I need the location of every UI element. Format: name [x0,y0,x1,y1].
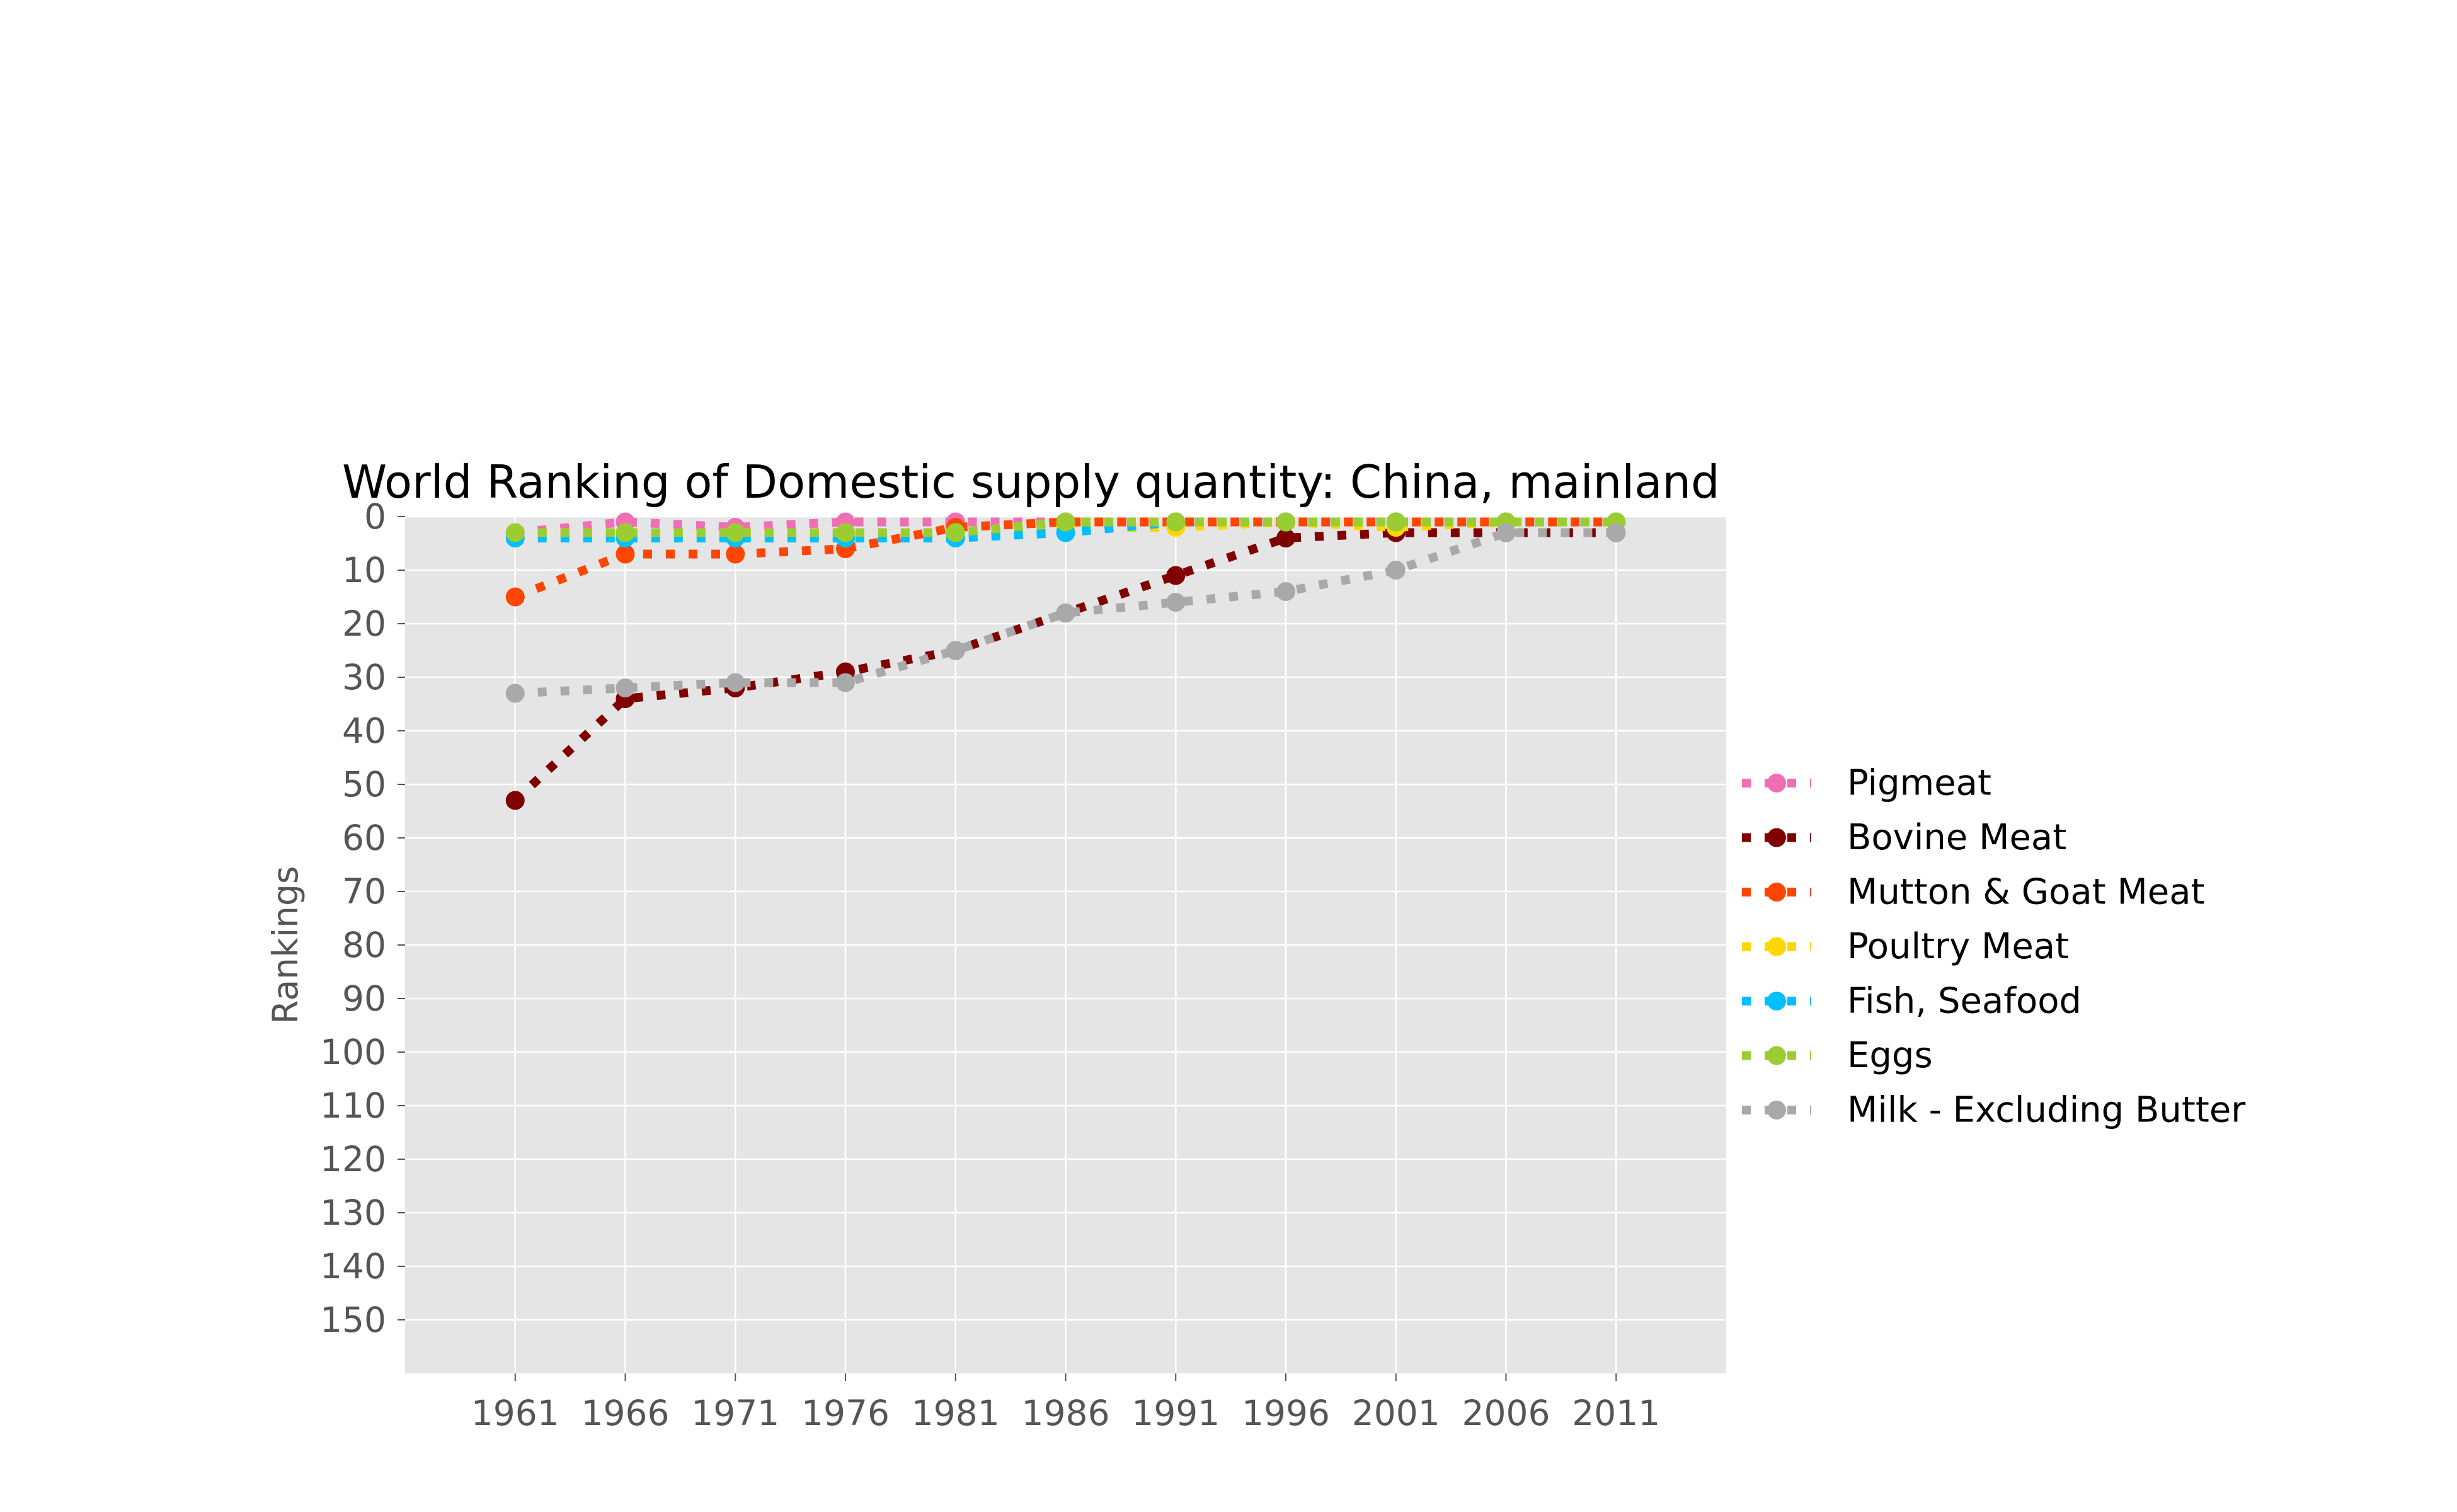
legend-marker [1767,828,1786,847]
y-tick-label: 120 [320,1139,386,1179]
legend-label: Fish, Seafood [1847,981,2082,1022]
legend-label: Pigmeat [1847,763,1991,804]
data-point [1386,561,1406,580]
data-point [505,791,525,810]
data-point [616,523,635,542]
x-tick-label: 1991 [1131,1393,1220,1433]
data-point [726,673,745,692]
y-tick-label: 70 [342,871,386,912]
data-point [1276,529,1295,547]
series-line [515,528,1617,698]
legend-marker [1767,992,1786,1011]
legend-item: Eggs [1742,1035,1933,1076]
data-point [1056,512,1075,532]
data-point [616,544,635,564]
y-axis-ticks: 0 10 20 30 40 50 60 70 80 90 100 110 120 130 140 150 [320,496,405,1340]
legend-item: Bovine Meat [1742,817,2066,858]
y-tick-label: 140 [320,1246,386,1286]
x-tick-label: 2011 [1572,1393,1660,1433]
x-tick-label: 1971 [691,1393,779,1433]
data-point [946,641,965,660]
series-milk-excluding-butter [505,523,1626,703]
legend-label: Milk - Excluding Butter [1847,1090,2246,1131]
legend-marker [1767,937,1786,956]
legend-item: Poultry Meat [1742,926,2069,967]
data-point [505,523,525,542]
data-point [505,587,525,607]
legend-item: Fish, Seafood [1742,981,2082,1022]
series-line [512,528,1617,804]
legend-item: Milk - Excluding Butter [1742,1090,2246,1131]
y-axis-label: Rankings [265,866,306,1024]
y-tick-label: 80 [342,925,386,965]
series-group [505,512,1626,810]
data-point [836,523,855,542]
y-tick-label: 150 [320,1300,386,1340]
grid [405,515,1726,1373]
y-tick-label: 90 [342,978,386,1019]
data-point [616,679,635,697]
legend-label: Mutton & Goat Meat [1847,872,2205,913]
x-tick-label: 1981 [912,1393,1000,1433]
y-tick-label: 110 [320,1085,386,1126]
legend-label: Eggs [1847,1035,1933,1076]
legend-item: Pigmeat [1742,763,1991,804]
legend-label: Poultry Meat [1847,926,2069,967]
legend: Pigmeat Bovine Meat Mutton & Goat Meat Poul… [1742,763,2246,1131]
data-point [1496,523,1516,542]
x-axis-ticks: 1961 1966 1971 1976 1981 1986 1991 1996 2001 2006… [471,1373,1660,1433]
data-point [1056,604,1075,622]
data-point [726,544,745,564]
y-tick-label: 100 [320,1032,386,1072]
data-point [726,523,745,542]
chart-title: World Ranking of Domestic supply quantit… [342,455,1720,508]
data-point [1276,512,1295,532]
data-point [1166,512,1186,532]
data-point [1386,512,1406,532]
y-tick-label: 130 [320,1193,386,1233]
legend-item: Mutton & Goat Meat [1742,872,2205,913]
x-tick-label: 1986 [1022,1393,1110,1433]
data-point [836,673,855,692]
legend-marker [1767,1101,1786,1120]
data-point [1166,593,1186,612]
data-point [1276,582,1295,601]
legend-marker [1767,883,1786,902]
legend-marker [1767,1046,1786,1065]
y-tick-label: 0 [364,496,386,537]
data-point [1166,566,1186,585]
y-tick-label: 10 [342,550,386,590]
x-tick-label: 1966 [581,1393,670,1433]
y-tick-label: 40 [342,711,386,751]
legend-marker [1767,774,1786,793]
x-tick-label: 2001 [1352,1393,1440,1433]
x-tick-label: 2006 [1462,1393,1550,1433]
x-tick-label: 1996 [1242,1393,1330,1433]
data-point [505,684,525,703]
x-tick-label: 1961 [471,1393,559,1433]
y-tick-label: 60 [342,818,386,858]
y-tick-label: 50 [342,764,386,805]
x-tick-label: 1976 [801,1393,890,1433]
data-point [1606,523,1626,542]
data-point [946,523,965,542]
y-tick-label: 30 [342,657,386,697]
y-tick-label: 20 [342,604,386,644]
legend-label: Bovine Meat [1847,817,2066,858]
